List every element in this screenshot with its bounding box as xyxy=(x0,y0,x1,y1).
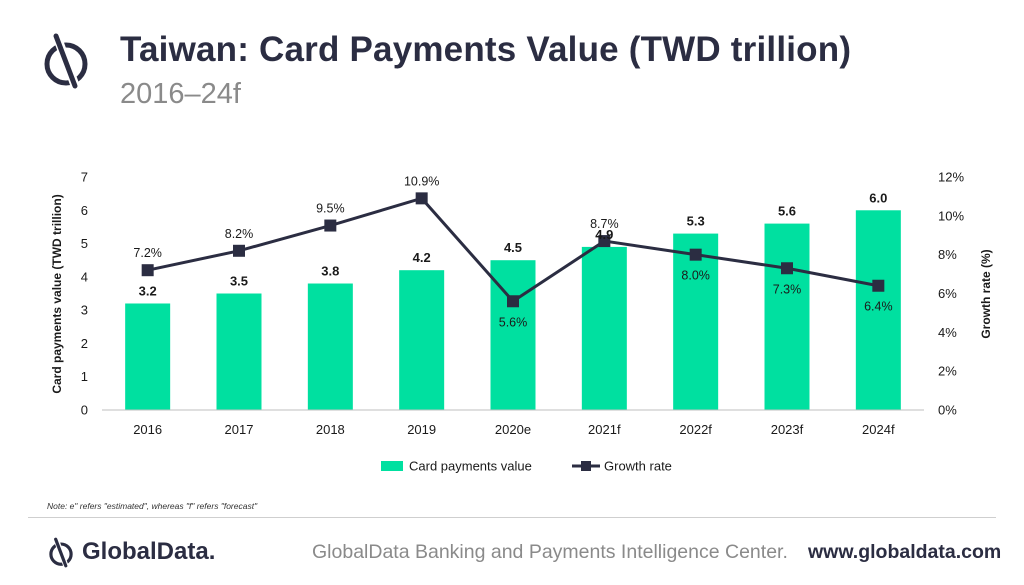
footer-credit: GlobalData Banking and Payments Intellig… xyxy=(312,541,788,563)
bar-value-label: 6.0 xyxy=(869,190,887,205)
footer-brand: GlobalData. xyxy=(82,538,216,565)
y2-tick-label: 4% xyxy=(938,325,957,340)
footer-url[interactable]: www.globaldata.com xyxy=(808,541,1002,563)
y2-tick-label: 12% xyxy=(938,170,964,185)
y-tick-label: 6 xyxy=(81,203,88,218)
y2-tick-label: 8% xyxy=(938,247,957,262)
growth-rate-marker xyxy=(689,248,702,261)
bar xyxy=(855,210,901,410)
growth-rate-label: 8.0% xyxy=(681,269,710,283)
y2-tick-label: 10% xyxy=(938,208,964,223)
bar xyxy=(307,283,353,410)
chart: 0 1 2 3 4 5 6 7 0% 2% 4% 6% 8% 10% 12% 2016 2017 2018 2019… xyxy=(50,170,993,474)
growth-rate-label: 7.2% xyxy=(133,246,162,260)
bar-value-label: 4.5 xyxy=(504,240,522,255)
globaldata-logo-icon xyxy=(44,32,88,90)
growth-rate-label: 10.9% xyxy=(404,174,439,188)
footer-divider xyxy=(28,517,996,518)
y2-tick-label: 6% xyxy=(938,286,957,301)
bar-series xyxy=(125,210,901,410)
y-tick-label: 1 xyxy=(81,369,88,384)
x-tick-label: 2023f xyxy=(771,422,804,437)
y-axis-title: Card payments value (TWD trillion) xyxy=(50,194,64,393)
y2-tick-label: 2% xyxy=(938,364,957,379)
growth-rate-marker xyxy=(415,192,428,205)
y-tick-label: 2 xyxy=(81,336,88,351)
bar xyxy=(764,223,810,410)
x-tick-label: 2018 xyxy=(316,422,345,437)
bar xyxy=(581,246,627,410)
x-tick-label: 2020e xyxy=(495,422,531,437)
y-tick-label: 3 xyxy=(81,303,88,318)
data-labels: 3.2 3.5 3.8 4.2 4.5 4.9 5.3 5.6 6.0 7.2% 8.2% 9.5% 1… xyxy=(133,174,892,329)
x-tick-label: 2024f xyxy=(862,422,895,437)
page-title: Taiwan: Card Payments Value (TWD trillio… xyxy=(120,30,852,69)
globaldata-footer-logo-icon xyxy=(49,537,73,568)
growth-rate-label: 6.4% xyxy=(864,300,893,314)
x-tick-label: 2019 xyxy=(407,422,436,437)
bar xyxy=(399,270,445,410)
legend-line-label: Growth rate xyxy=(604,459,672,474)
growth-rate-label: 5.6% xyxy=(499,315,528,329)
y2-tick-label: 0% xyxy=(938,403,957,418)
line-series xyxy=(141,192,885,308)
page-subtitle: 2016–24f xyxy=(120,78,241,110)
y-tick-label: 0 xyxy=(81,403,88,418)
y2-axis-title: Growth rate (%) xyxy=(979,249,993,338)
growth-rate-label: 8.7% xyxy=(590,217,619,231)
growth-rate-marker xyxy=(233,244,245,257)
growth-rate-marker xyxy=(781,262,793,275)
legend-line-marker xyxy=(581,461,591,471)
bar-value-label: 5.3 xyxy=(687,214,705,229)
growth-rate-label: 7.3% xyxy=(773,282,802,296)
growth-rate-marker xyxy=(872,279,885,292)
growth-rate-label: 8.2% xyxy=(225,227,254,241)
legend-bar-swatch xyxy=(381,461,403,471)
growth-rate-marker xyxy=(141,264,154,277)
growth-rate-marker xyxy=(598,235,611,248)
bar-value-label: 3.5 xyxy=(230,274,248,289)
x-tick-label: 2022f xyxy=(679,422,712,437)
axes: 0 1 2 3 4 5 6 7 0% 2% 4% 6% 8% 10% 12% 2016 2017 2018 2019… xyxy=(50,170,993,438)
legend-bar-label: Card payments value xyxy=(409,459,532,474)
bar xyxy=(216,293,262,410)
growth-rate-marker xyxy=(324,219,337,232)
growth-rate-label: 9.5% xyxy=(316,202,345,216)
y-tick-label: 5 xyxy=(81,236,88,251)
growth-rate-marker xyxy=(507,295,519,308)
bar-value-label: 5.6 xyxy=(778,204,796,219)
bar-value-label: 4.9 xyxy=(595,227,613,242)
chart-note: Note: e" refers "estimated", whereas "f"… xyxy=(47,501,258,511)
bar-value-label: 3.8 xyxy=(321,264,339,279)
y-tick-label: 7 xyxy=(81,170,88,185)
bar xyxy=(673,233,719,410)
x-tick-label: 2016 xyxy=(133,422,162,437)
y-tick-label: 4 xyxy=(81,269,88,284)
x-tick-label: 2021f xyxy=(588,422,621,437)
legend: Card payments value Growth rate xyxy=(381,459,672,474)
bar-value-label: 4.2 xyxy=(413,250,431,265)
bar-value-label: 3.2 xyxy=(139,283,157,298)
bar xyxy=(125,303,171,410)
x-tick-label: 2017 xyxy=(225,422,254,437)
